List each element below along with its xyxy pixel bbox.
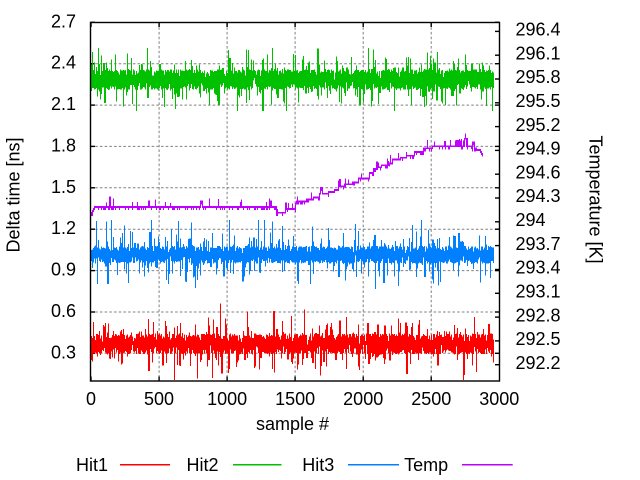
svg-text:Delta time [ns]: Delta time [ns] xyxy=(4,137,24,252)
svg-text:1.8: 1.8 xyxy=(51,135,76,155)
svg-text:2.7: 2.7 xyxy=(51,11,76,31)
svg-text:294: 294 xyxy=(516,210,546,230)
svg-text:292.2: 292.2 xyxy=(516,353,561,373)
svg-text:295.8: 295.8 xyxy=(516,67,561,87)
svg-text:0.9: 0.9 xyxy=(51,260,76,280)
svg-text:295.5: 295.5 xyxy=(516,91,561,111)
svg-text:2.1: 2.1 xyxy=(51,94,76,114)
svg-text:296.1: 296.1 xyxy=(516,43,561,63)
svg-text:294.3: 294.3 xyxy=(516,186,561,206)
svg-text:292.8: 292.8 xyxy=(516,305,561,325)
svg-text:1500: 1500 xyxy=(275,389,315,409)
svg-text:293.7: 293.7 xyxy=(516,234,561,254)
svg-text:1.2: 1.2 xyxy=(51,218,76,238)
svg-text:Hit1: Hit1 xyxy=(76,455,108,475)
svg-text:500: 500 xyxy=(144,389,174,409)
svg-text:Temp: Temp xyxy=(404,455,448,475)
svg-text:2000: 2000 xyxy=(343,389,383,409)
svg-text:293.4: 293.4 xyxy=(516,258,561,278)
svg-text:Hit2: Hit2 xyxy=(186,455,218,475)
svg-text:3000: 3000 xyxy=(479,389,519,409)
svg-text:0.6: 0.6 xyxy=(51,301,76,321)
svg-text:0: 0 xyxy=(86,389,96,409)
svg-text:1000: 1000 xyxy=(207,389,247,409)
svg-text:295.2: 295.2 xyxy=(516,115,561,135)
svg-text:1.5: 1.5 xyxy=(51,177,76,197)
svg-text:2.4: 2.4 xyxy=(51,53,76,73)
svg-text:sample #: sample # xyxy=(256,414,329,434)
svg-text:293.1: 293.1 xyxy=(516,281,561,301)
svg-text:294.6: 294.6 xyxy=(516,162,561,182)
svg-text:2500: 2500 xyxy=(411,389,451,409)
svg-text:0.3: 0.3 xyxy=(51,342,76,362)
svg-text:294.9: 294.9 xyxy=(516,139,561,159)
svg-text:Hit3: Hit3 xyxy=(302,455,334,475)
svg-text:Temperature [K]: Temperature [K] xyxy=(586,135,606,263)
svg-text:296.4: 296.4 xyxy=(516,20,561,40)
svg-text:292.5: 292.5 xyxy=(516,329,561,349)
